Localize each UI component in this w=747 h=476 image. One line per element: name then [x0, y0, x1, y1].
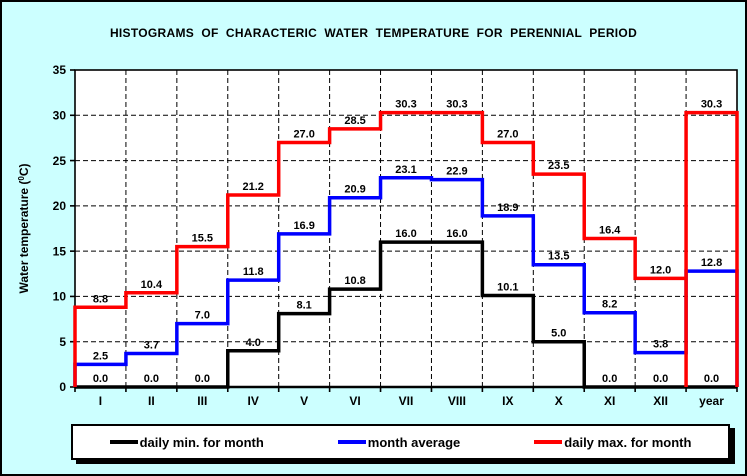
- svg-text:30.3: 30.3: [701, 99, 722, 111]
- svg-text:15.5: 15.5: [192, 233, 213, 245]
- legend-item-daily-max: daily max. for month: [534, 435, 691, 450]
- svg-text:X: X: [555, 394, 563, 408]
- legend-label-daily-max: daily max. for month: [564, 434, 692, 450]
- svg-text:11.8: 11.8: [243, 266, 264, 278]
- svg-text:0.0: 0.0: [653, 373, 668, 385]
- svg-text:16.0: 16.0: [446, 228, 467, 240]
- svg-text:VIII: VIII: [448, 394, 466, 408]
- svg-text:5: 5: [59, 335, 66, 349]
- svg-text:7.0: 7.0: [195, 310, 210, 322]
- red-line-swatch-icon: [534, 440, 563, 444]
- svg-text:12.8: 12.8: [701, 257, 722, 269]
- svg-text:year: year: [699, 394, 724, 408]
- svg-text:22.9: 22.9: [446, 166, 467, 178]
- svg-text:10.1: 10.1: [497, 282, 518, 294]
- svg-text:3.7: 3.7: [144, 339, 159, 351]
- svg-text:30.3: 30.3: [395, 99, 416, 111]
- svg-text:10: 10: [53, 290, 67, 304]
- legend-box: daily min. for month month average daily…: [71, 424, 730, 460]
- svg-text:VI: VI: [349, 394, 360, 408]
- svg-text:20: 20: [53, 199, 67, 213]
- svg-text:16.0: 16.0: [395, 228, 416, 240]
- svg-text:21.2: 21.2: [243, 181, 264, 193]
- svg-text:I: I: [99, 394, 102, 408]
- svg-text:VII: VII: [399, 394, 414, 408]
- svg-text:8.1: 8.1: [297, 300, 312, 312]
- legend-label-daily-min: daily min. for month: [139, 434, 264, 450]
- svg-text:20.9: 20.9: [344, 184, 365, 196]
- svg-text:0.0: 0.0: [704, 373, 719, 385]
- svg-text:15: 15: [53, 244, 67, 258]
- svg-text:13.5: 13.5: [548, 251, 569, 263]
- legend-item-month-average: month average: [337, 434, 461, 450]
- svg-text:IX: IX: [502, 394, 513, 408]
- svg-text:0.0: 0.0: [93, 373, 108, 385]
- svg-text:Water temperature (0C): Water temperature (0C): [17, 163, 31, 293]
- svg-text:23.1: 23.1: [395, 164, 416, 176]
- svg-text:27.0: 27.0: [293, 128, 314, 140]
- svg-text:XII: XII: [653, 394, 668, 408]
- svg-text:8.2: 8.2: [602, 299, 617, 311]
- svg-text:XI: XI: [604, 394, 615, 408]
- svg-text:12.0: 12.0: [650, 264, 671, 276]
- svg-text:8.8: 8.8: [93, 293, 108, 305]
- svg-text:0.0: 0.0: [144, 373, 159, 385]
- svg-text:0: 0: [59, 380, 66, 394]
- svg-text:10.4: 10.4: [141, 279, 163, 291]
- svg-text:28.5: 28.5: [344, 115, 365, 127]
- svg-text:35: 35: [53, 63, 67, 77]
- svg-text:18.9: 18.9: [497, 202, 518, 214]
- svg-text:II: II: [148, 394, 155, 408]
- svg-text:16.9: 16.9: [293, 220, 314, 232]
- svg-text:0.0: 0.0: [195, 373, 210, 385]
- svg-text:5.0: 5.0: [551, 328, 566, 340]
- svg-text:25: 25: [53, 154, 67, 168]
- svg-text:3.8: 3.8: [653, 339, 668, 351]
- legend-label-month-average: month average: [367, 434, 461, 450]
- svg-text:16.4: 16.4: [599, 224, 621, 236]
- svg-text:0.0: 0.0: [602, 373, 617, 385]
- svg-text:III: III: [197, 394, 207, 408]
- svg-text:30: 30: [53, 108, 67, 122]
- svg-text:2.5: 2.5: [93, 350, 108, 362]
- svg-text:23.5: 23.5: [548, 160, 569, 172]
- legend-item-daily-min: daily min. for month: [109, 434, 264, 450]
- svg-text:4.0: 4.0: [246, 337, 261, 349]
- blue-line-swatch-icon: [337, 440, 366, 444]
- black-line-swatch-icon: [109, 440, 138, 444]
- svg-text:10.8: 10.8: [344, 275, 365, 287]
- chart-title: HISTOGRAMS OF CHARACTERIC WATER TEMPERAT…: [109, 26, 638, 40]
- svg-text:30.3: 30.3: [446, 99, 467, 111]
- svg-text:V: V: [300, 394, 308, 408]
- svg-text:27.0: 27.0: [497, 128, 518, 140]
- svg-text:IV: IV: [248, 394, 259, 408]
